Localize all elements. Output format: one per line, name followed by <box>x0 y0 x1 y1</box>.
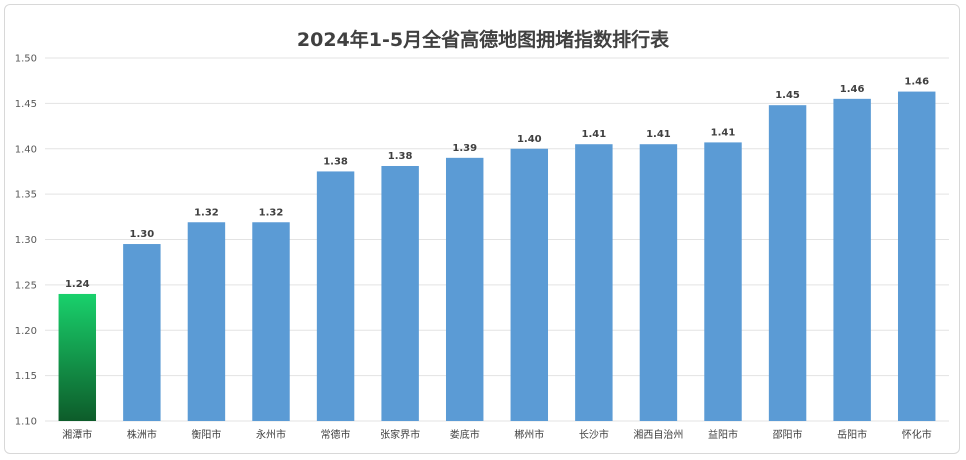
bars <box>58 91 936 422</box>
x-tick-label: 岳阳市 <box>837 428 867 441</box>
data-label: 1.46 <box>904 77 929 88</box>
bar <box>833 98 871 422</box>
data-label: 1.32 <box>194 207 219 218</box>
bar <box>704 142 742 421</box>
data-label: 1.38 <box>323 156 348 167</box>
bar <box>639 144 678 421</box>
bar-chart: 2024年1-5月全省高德地图拥堵指数排行表 1.101.151.201.251… <box>15 28 949 441</box>
x-tick-label: 郴州市 <box>514 428 544 441</box>
data-label: 1.24 <box>65 279 90 290</box>
x-tick-label: 益阳市 <box>708 428 738 441</box>
bar <box>445 157 484 421</box>
bar <box>316 171 355 421</box>
data-label: 1.41 <box>646 129 671 140</box>
y-tick-label: 1.40 <box>15 144 37 155</box>
x-tick-label: 长沙市 <box>579 428 609 441</box>
y-tick-label: 1.20 <box>15 326 37 337</box>
x-tick-label: 湘潭市 <box>62 428 92 441</box>
bar <box>897 91 936 421</box>
data-label: 1.38 <box>388 151 413 162</box>
bar <box>768 105 807 421</box>
bar <box>381 165 419 421</box>
data-label: 1.32 <box>259 207 284 218</box>
data-label: 1.46 <box>840 84 865 95</box>
data-label: 1.30 <box>130 229 155 240</box>
y-tick-label: 1.50 <box>15 54 37 65</box>
x-tick-label: 常德市 <box>321 428 351 441</box>
y-axis-ticks: 1.10 1.15 1.20 1.25 1.30 1.35 1.40 1.45 1.50 <box>15 54 37 428</box>
x-tick-label: 永州市 <box>256 428 286 441</box>
bar <box>575 144 613 421</box>
chart-frame: 2024年1-5月全省高德地图拥堵指数排行表 1.10 1.15 1.20 1.25 1… <box>4 4 960 454</box>
x-tick-label: 湘西自治州 <box>633 428 683 441</box>
gridlines <box>45 57 949 422</box>
x-tick-label: 株洲市 <box>127 428 157 441</box>
bar <box>187 222 226 421</box>
data-label: 1.40 <box>517 134 542 145</box>
data-label: 1.45 <box>775 90 800 101</box>
bar <box>58 293 97 421</box>
x-tick-label: 张家界市 <box>380 428 420 441</box>
data-labels: 1.24 1.30 1.32 1.32 1.38 1.38 1.39 1.40 1.41 1.41… <box>65 77 929 290</box>
bar <box>123 244 161 421</box>
x-tick-label: 娄底市 <box>450 428 480 441</box>
y-tick-label: 1.10 <box>15 417 37 428</box>
x-tick-label: 邵阳市 <box>773 428 803 441</box>
y-tick-label: 1.35 <box>15 190 37 201</box>
bar <box>510 148 549 421</box>
data-label: 1.41 <box>582 129 607 140</box>
chart-title: 2024年1-5月全省高德地图拥堵指数排行表 <box>297 28 670 51</box>
y-tick-label: 1.30 <box>15 235 37 246</box>
x-tick-label: 衡阳市 <box>191 428 221 441</box>
y-tick-label: 1.45 <box>15 99 37 110</box>
x-tick-label: 怀化市 <box>902 428 932 441</box>
y-tick-label: 1.25 <box>15 280 37 291</box>
data-label: 1.41 <box>711 127 736 138</box>
bar <box>252 222 290 421</box>
data-label: 1.39 <box>452 143 477 154</box>
x-axis-ticks: 湘潭市 株洲市 衡阳市 永州市 常德市 张家界市 娄底市 郴州市 长沙市 湘西自治州 益阳市 邵阳市 岳… <box>62 428 931 441</box>
y-tick-label: 1.15 <box>15 371 37 382</box>
